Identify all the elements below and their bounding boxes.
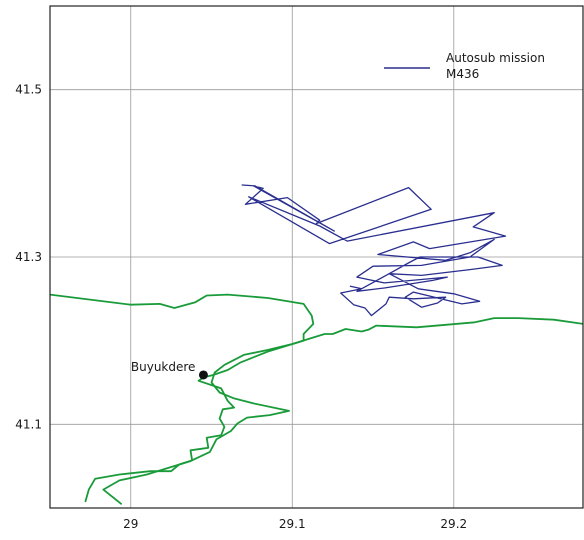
place-marker-buyukdere [198,370,208,380]
legend-label-line-2: M436 [446,67,479,81]
plot-frame [49,5,584,509]
legend: Autosub mission M436 [384,51,545,81]
track-layer [241,184,507,317]
coastline-layer [50,293,583,505]
autosub-track-line [241,184,507,317]
grid-lines [50,6,583,508]
legend-label-line-1: Autosub mission [446,51,545,65]
place-label-buyukdere: Buyukdere [131,360,196,374]
x-tick-label-2: 29.2 [440,517,467,531]
y-tick-label-2: 41.5 [15,83,42,97]
y-tick-label-1: 41.3 [15,250,42,264]
tick-labels: 29 29.1 29.2 41.1 41.3 41.5 [15,83,467,531]
places-layer: Buyukdere [131,360,208,380]
y-tick-label-0: 41.1 [15,417,42,431]
x-tick-label-1: 29.1 [279,517,306,531]
x-tick-label-0: 29 [123,517,138,531]
coastline-2 [102,317,583,505]
coastline-1 [50,293,315,503]
